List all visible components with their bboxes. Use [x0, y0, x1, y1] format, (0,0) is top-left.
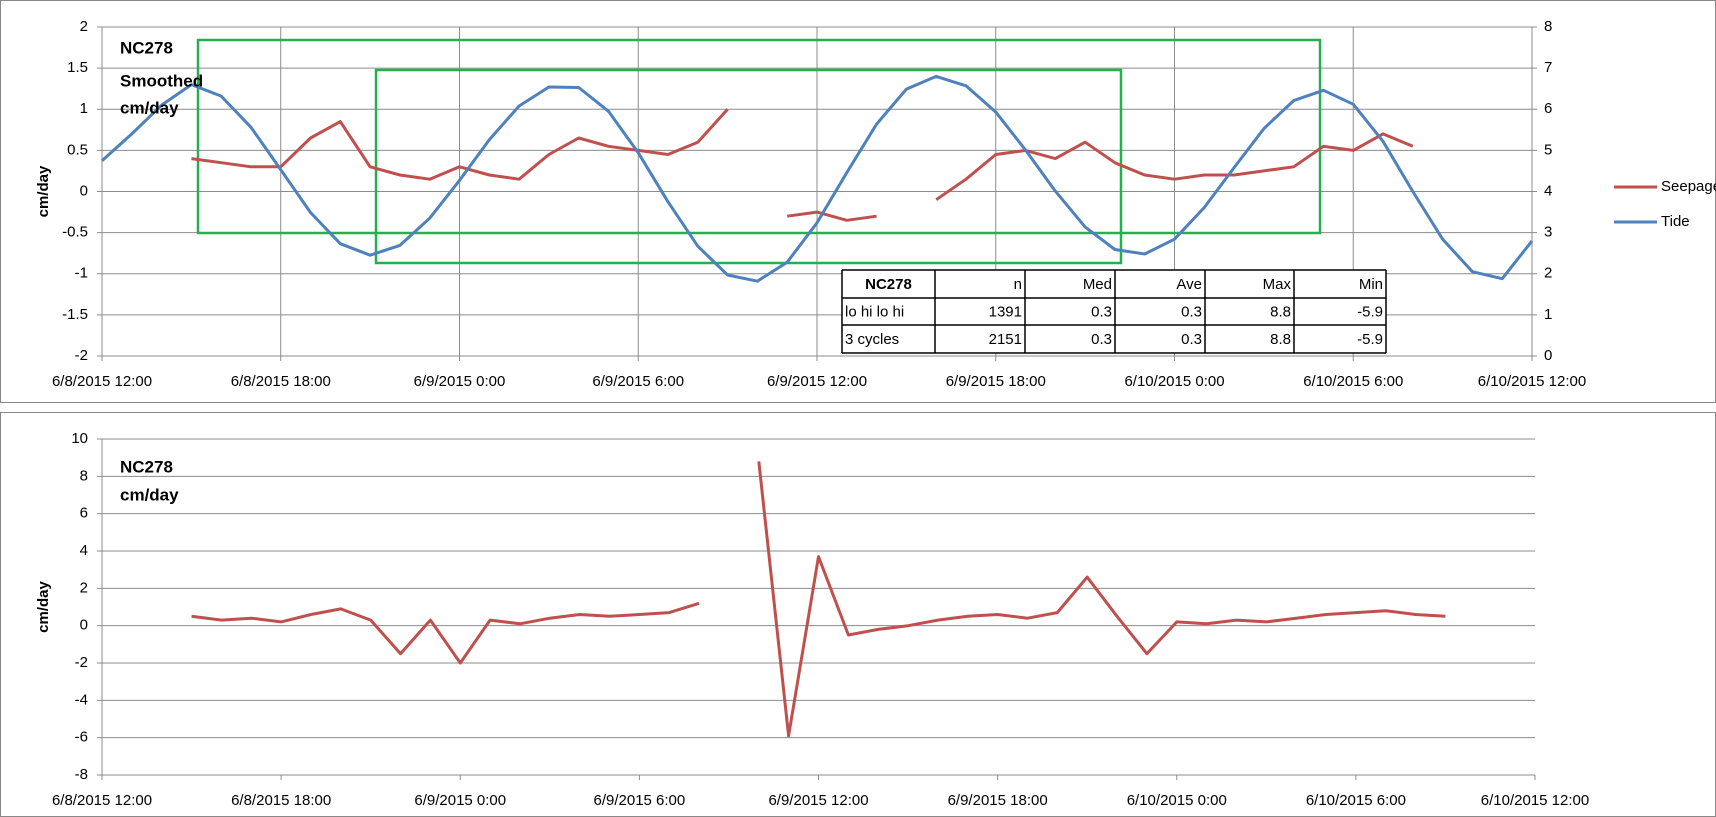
x-tick-label: 6/10/2015 0:00	[1124, 373, 1224, 390]
table-cell: Max	[1263, 276, 1292, 293]
x-tick-label: 6/10/2015 6:00	[1306, 792, 1406, 809]
y-tick-label: -4	[75, 691, 88, 708]
table-cell: NC278	[865, 276, 912, 293]
table-cell: -5.9	[1357, 331, 1383, 348]
x-tick-label: 6/9/2015 0:00	[414, 792, 506, 809]
y2-tick-label: 3	[1544, 224, 1552, 241]
y-tick-label: 1	[80, 100, 88, 117]
x-tick-label: 6/9/2015 12:00	[767, 373, 867, 390]
y-tick-label: 0.5	[67, 141, 88, 158]
table-cell: 0.3	[1091, 303, 1112, 320]
annotation: NC278	[120, 38, 173, 57]
y2-tick-label: 0	[1544, 347, 1552, 364]
annotation: NC278	[120, 457, 173, 476]
y-axis-label: cm/day	[35, 165, 52, 217]
x-tick-label: 6/8/2015 12:00	[52, 792, 152, 809]
panel-border	[0, 412, 1716, 817]
y-tick-label: 0	[80, 182, 88, 199]
y-tick-label: 2	[80, 579, 88, 596]
x-tick-label: 6/9/2015 6:00	[593, 792, 685, 809]
y-tick-label: 4	[80, 542, 88, 559]
x-tick-label: 6/10/2015 6:00	[1303, 373, 1403, 390]
annotation: cm/day	[120, 98, 179, 117]
y-tick-label: 8	[80, 467, 88, 484]
table-cell: 0.3	[1091, 331, 1112, 348]
y2-tick-label: 5	[1544, 141, 1552, 158]
table-bg	[842, 270, 1386, 353]
y-tick-label: -0.5	[62, 224, 88, 241]
y2-tick-label: 4	[1544, 182, 1552, 199]
x-tick-label: 6/9/2015 0:00	[414, 373, 506, 390]
y-tick-label: 0	[80, 617, 88, 634]
y2-tick-label: 6	[1544, 100, 1552, 117]
series-line	[191, 461, 1446, 738]
x-tick-label: 6/9/2015 18:00	[946, 373, 1046, 390]
y2-tick-label: 7	[1544, 59, 1552, 76]
legend-label: Tide	[1661, 213, 1690, 230]
annotation: Smoothed	[120, 71, 203, 90]
legend-label: Seepage	[1661, 178, 1716, 195]
table-cell: 3 cycles	[845, 331, 899, 348]
series-line	[100, 74, 1534, 283]
table-cell: n	[1014, 276, 1022, 293]
y-tick-label: -1.5	[62, 306, 88, 323]
table-cell: 2151	[989, 331, 1022, 348]
table-cell: Med	[1083, 276, 1112, 293]
table-cell: lo hi lo hi	[845, 303, 904, 320]
y-tick-label: -8	[75, 766, 88, 783]
annotation: cm/day	[120, 485, 179, 504]
table-cell: Min	[1359, 276, 1383, 293]
x-tick-label: 6/9/2015 6:00	[592, 373, 684, 390]
y-axis-label: cm/day	[35, 580, 52, 632]
table-cell: 0.3	[1181, 331, 1202, 348]
table-cell: Ave	[1176, 276, 1202, 293]
y-tick-label: -2	[75, 347, 88, 364]
range-box	[196, 38, 1322, 235]
table-cell: -5.9	[1357, 303, 1383, 320]
x-tick-label: 6/10/2015 12:00	[1478, 373, 1586, 390]
x-tick-label: 6/9/2015 18:00	[948, 792, 1048, 809]
y2-tick-label: 2	[1544, 265, 1552, 282]
table-cell: 8.8	[1270, 331, 1291, 348]
y-tick-label: -1	[75, 265, 88, 282]
x-tick-label: 6/8/2015 12:00	[52, 373, 152, 390]
x-tick-label: 6/10/2015 12:00	[1481, 792, 1589, 809]
y-tick-label: 6	[80, 505, 88, 522]
y-tick-label: 1.5	[67, 59, 88, 76]
table-cell: 0.3	[1181, 303, 1202, 320]
y2-tick-label: 8	[1544, 18, 1552, 35]
x-tick-label: 6/8/2015 18:00	[231, 373, 331, 390]
table-cell: 1391	[989, 303, 1022, 320]
y-tick-label: 10	[71, 430, 88, 447]
y-tick-label: 2	[80, 18, 88, 35]
y-tick-label: -2	[75, 654, 88, 671]
x-tick-label: 6/10/2015 0:00	[1127, 792, 1227, 809]
table-cell: 8.8	[1270, 303, 1291, 320]
y2-tick-label: 1	[1544, 306, 1552, 323]
x-tick-label: 6/8/2015 18:00	[231, 792, 331, 809]
y-tick-label: -6	[75, 729, 88, 746]
x-tick-label: 6/9/2015 12:00	[768, 792, 868, 809]
